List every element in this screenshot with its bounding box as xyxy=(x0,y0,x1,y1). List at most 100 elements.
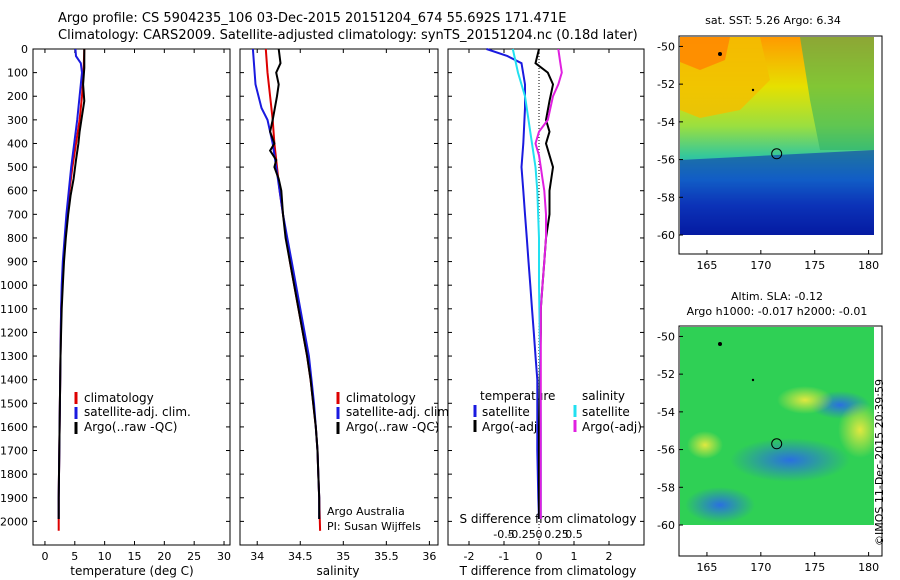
depth-tick-label: 1200 xyxy=(0,326,28,339)
x-tick-label: 35.5 xyxy=(374,550,399,563)
x-tick-label: 1 xyxy=(571,550,578,563)
sst-warmest-region xyxy=(680,37,730,70)
legend-label-satellite: satellite-adj. clim. xyxy=(346,405,453,419)
depth-tick-label: 1900 xyxy=(0,492,28,505)
depth-tick-label: 1400 xyxy=(0,374,28,387)
depth-tick-label: 1300 xyxy=(0,350,28,363)
imos-credit: ©IMOS 11-Dec-2015 20:39:59 xyxy=(873,379,886,546)
depth-tick-label: 1500 xyxy=(0,397,28,410)
legend-label-argo: Argo(..raw -QC) xyxy=(346,420,439,434)
sst-cold-region xyxy=(680,150,874,235)
depth-tick-label: 300 xyxy=(7,114,28,127)
sla-map-title-line2: Argo h1000: -0.017 h2000: -0.01 xyxy=(687,305,868,318)
salinity-panel: salinity climatology satellite-adj. clim… xyxy=(239,48,453,578)
legend-label-argo: Argo(..raw -QC) xyxy=(84,420,177,434)
s-diff-tick-label: 0.5 xyxy=(565,528,583,541)
s-diff-tick-label: -0.25 xyxy=(507,528,535,541)
sst-land-islet xyxy=(751,88,755,92)
sla-map-title-line1: Altim. SLA: -0.12 xyxy=(731,290,823,303)
s-difference-label: S difference from climatology xyxy=(460,512,637,526)
depth-tick-label: 100 xyxy=(7,67,28,80)
sla-low-anomaly xyxy=(730,438,850,482)
series-line-argo-raw-qc- xyxy=(268,48,321,519)
map-lon-tick-label: 175 xyxy=(804,561,825,574)
s-diff-tick-label: 0.25 xyxy=(544,528,569,541)
sst-heatmap xyxy=(680,37,874,235)
series-line-argo-adj- xyxy=(534,48,563,519)
salinity-legend: climatology satellite-adj. clim. Argo(..… xyxy=(336,391,453,434)
x-tick-label: 34.5 xyxy=(288,550,313,563)
map-lat-tick-label: -60 xyxy=(657,519,675,532)
x-tick-label: 0 xyxy=(41,550,48,563)
salinity-axes-frame xyxy=(239,48,439,546)
difference-panel: S difference from climatology T differen… xyxy=(447,48,645,578)
x-tick-label: 36 xyxy=(422,550,436,563)
sla-low-anomaly xyxy=(685,487,755,523)
legend-label-satellite: satellite-adj. clim. xyxy=(84,405,191,419)
depth-tick-label: 200 xyxy=(7,90,28,103)
s-diff-tick-label: 0 xyxy=(536,528,543,541)
x-tick-label: 30 xyxy=(217,550,231,563)
map-lon-tick-label: 170 xyxy=(750,561,771,574)
depth-tick-label: 1800 xyxy=(0,468,28,481)
map-lon-tick-label: 180 xyxy=(858,561,879,574)
axis-ticks-layer: 0100200300400500600700800900100011001200… xyxy=(0,40,879,574)
map-lat-tick-label: -56 xyxy=(657,154,675,167)
x-tick-label: 10 xyxy=(98,550,112,563)
x-tick-label: 35 xyxy=(336,550,350,563)
sla-land-islet xyxy=(718,342,722,346)
temperature-axes-frame xyxy=(32,48,231,546)
depth-tick-label: 900 xyxy=(7,256,28,269)
depth-tick-label: 1700 xyxy=(0,445,28,458)
s-diff-tick-label: -0.5 xyxy=(493,528,514,541)
annotation-pi: PI: Susan Wijffels xyxy=(327,520,421,533)
x-tick-label: 0 xyxy=(536,550,543,563)
series-layer xyxy=(57,48,563,531)
depth-tick-label: 2000 xyxy=(0,515,28,528)
map-lat-tick-label: -56 xyxy=(657,444,675,457)
map-lat-tick-label: -54 xyxy=(657,116,675,129)
sla-high-anomaly xyxy=(777,386,833,414)
x-tick-label: 2 xyxy=(606,550,613,563)
sst-green-region xyxy=(800,37,874,150)
sla-high-anomaly xyxy=(687,431,723,459)
legend-label-climatology: climatology xyxy=(84,391,154,405)
legend-label-climatology: climatology xyxy=(346,391,416,405)
map-lat-tick-label: -58 xyxy=(657,191,675,204)
annotation-institution: Argo Australia xyxy=(327,505,405,518)
depth-tick-label: 0 xyxy=(21,43,28,56)
map-lat-tick-label: -50 xyxy=(657,40,675,53)
map-lon-tick-label: 175 xyxy=(804,259,825,272)
legend-title-temperature: temperature xyxy=(480,389,555,403)
sla-argo-position-marker xyxy=(771,438,783,450)
sla-heatmap xyxy=(680,327,874,525)
series-line-satellite xyxy=(486,48,540,520)
x-tick-label: 20 xyxy=(157,550,171,563)
x-tick-label: -2 xyxy=(464,550,475,563)
x-tick-label: 5 xyxy=(71,550,78,563)
map-lat-tick-label: -50 xyxy=(657,330,675,343)
map-lat-tick-label: -52 xyxy=(657,368,675,381)
temperature-legend: climatology satellite-adj. clim. Argo(..… xyxy=(74,391,191,434)
x-tick-label: -1 xyxy=(499,550,510,563)
map-lat-tick-label: -60 xyxy=(657,229,675,242)
legend-label-t-argo: Argo(-adj) xyxy=(482,420,542,434)
page-title: Argo profile: CS 5904235_106 03-Dec-2015… xyxy=(58,11,567,26)
depth-tick-label: 800 xyxy=(7,232,28,245)
temperature-panel: temperature (deg C) climatology satellit… xyxy=(32,48,231,578)
map-lon-tick-label: 165 xyxy=(696,259,717,272)
depth-tick-label: 1600 xyxy=(0,421,28,434)
depth-tick-label: 1000 xyxy=(0,279,28,292)
sst-map-panel: sat. SST: 5.26 Argo: 6.34 xyxy=(678,14,883,255)
legend-title-salinity: salinity xyxy=(582,389,625,403)
map-lon-tick-label: 170 xyxy=(750,259,771,272)
sla-map-panel: Altim. SLA: -0.12 Argo h1000: -0.017 h20… xyxy=(678,290,883,557)
page-subtitle: Climatology: CARS2009. Satellite-adjuste… xyxy=(58,28,638,43)
map-lon-tick-label: 180 xyxy=(858,259,879,272)
legend-label-t-satellite: satellite xyxy=(482,405,530,419)
depth-tick-label: 500 xyxy=(7,161,28,174)
depth-tick-label: 700 xyxy=(7,208,28,221)
legend-label-s-argo: Argo(-adj) xyxy=(582,420,642,434)
sst-map-title: sat. SST: 5.26 Argo: 6.34 xyxy=(705,14,841,27)
sst-argo-position-marker xyxy=(771,148,783,160)
